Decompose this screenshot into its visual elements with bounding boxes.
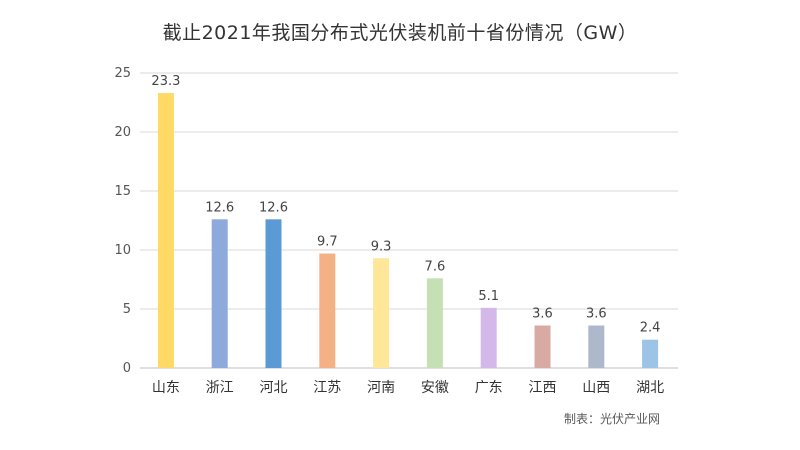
data-label: 12.6 <box>205 200 234 215</box>
bar <box>373 258 390 368</box>
y-tick-label: 5 <box>123 302 131 317</box>
bar <box>426 278 443 368</box>
y-tick-label: 0 <box>123 361 131 376</box>
bar <box>157 93 174 368</box>
x-tick-label: 江苏 <box>313 380 341 396</box>
data-label: 2.4 <box>640 321 661 336</box>
x-tick-label: 江西 <box>529 380 557 396</box>
x-tick-label: 山西 <box>582 380 610 396</box>
data-label: 3.6 <box>586 307 607 322</box>
data-label: 7.6 <box>425 259 446 274</box>
data-label: 9.3 <box>371 239 392 254</box>
y-tick-label: 15 <box>114 184 131 199</box>
data-label: 9.7 <box>317 235 338 250</box>
data-label: 5.1 <box>478 289 499 304</box>
x-tick-label: 浙江 <box>206 380 234 396</box>
bar <box>588 325 605 368</box>
bar <box>265 219 282 368</box>
y-tick-label: 25 <box>114 66 131 81</box>
data-label: 12.6 <box>259 200 288 215</box>
chart-title: 截止2021年我国分布式光伏装机前十省份情况（GW） <box>162 22 638 44</box>
x-tick-label: 广东 <box>475 380 503 396</box>
x-tick-label: 山东 <box>152 380 180 396</box>
source-note: 制表：光伏产业网 <box>563 412 660 426</box>
x-tick-label: 安徽 <box>421 380 449 396</box>
data-label: 23.3 <box>151 74 180 89</box>
bar <box>642 339 659 368</box>
bar <box>211 219 228 368</box>
bar <box>319 253 336 368</box>
y-tick-label: 20 <box>114 125 131 140</box>
x-tick-label: 湖北 <box>636 380 664 396</box>
y-tick-label: 10 <box>114 243 131 258</box>
data-label: 3.6 <box>532 307 553 322</box>
x-tick-label: 河南 <box>367 380 395 396</box>
x-tick-label: 河北 <box>260 380 288 396</box>
bar <box>534 325 551 368</box>
bar <box>480 307 497 368</box>
